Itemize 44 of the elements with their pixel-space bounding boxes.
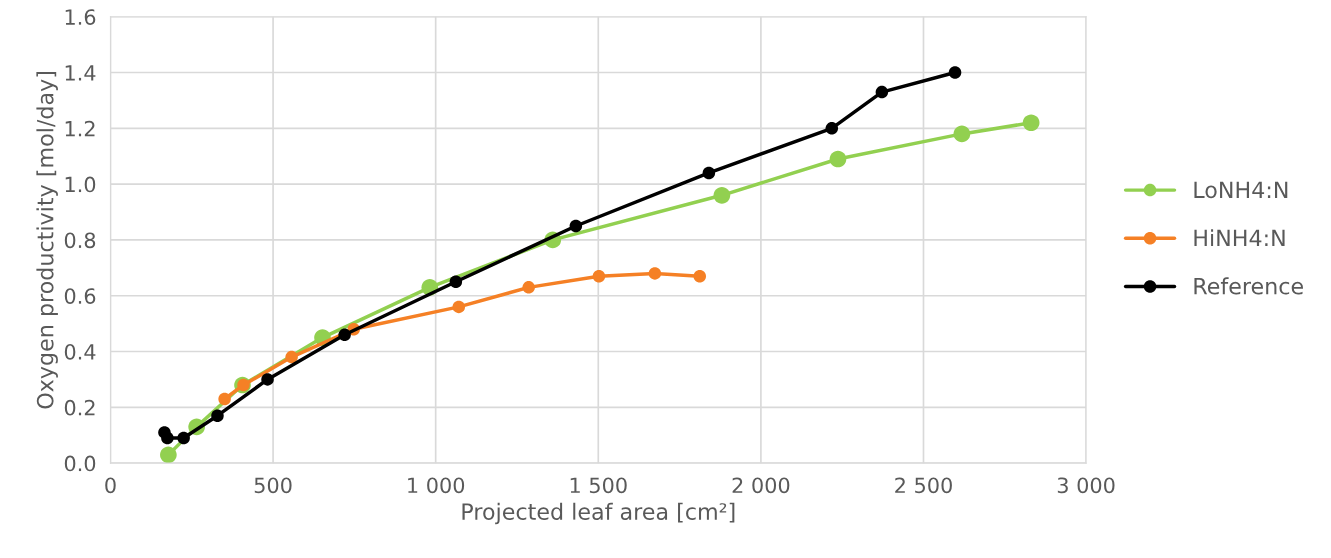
y-tick-label: 1.0 xyxy=(65,176,96,193)
point xyxy=(1022,114,1040,132)
y-tick-label: 1.2 xyxy=(65,120,95,137)
point xyxy=(261,373,274,386)
point xyxy=(449,275,463,289)
y-axis-title: Oxygen productivity [mol/day] xyxy=(36,71,58,409)
point xyxy=(648,267,662,280)
y-tick-label: 0.0 xyxy=(64,455,96,472)
x-tick-label: 2 500 xyxy=(895,477,952,494)
x-tick-label: 2 000 xyxy=(732,477,790,494)
point xyxy=(522,281,535,294)
point xyxy=(829,150,847,168)
y-tick-label: 0.8 xyxy=(64,232,96,249)
point xyxy=(702,166,716,180)
point xyxy=(161,431,174,445)
x-tick-label: 3 000 xyxy=(1057,477,1115,494)
point xyxy=(953,125,971,143)
x-tick-label: 1 000 xyxy=(408,477,465,494)
y-tick-label: 0.4 xyxy=(64,343,96,360)
point xyxy=(211,409,224,422)
point xyxy=(825,122,839,135)
y-tick-label: 0.6 xyxy=(64,288,96,304)
legend-label: HiNH4:N xyxy=(1194,229,1285,247)
legend-label: Reference xyxy=(1194,277,1303,295)
y-tick-label: 0.2 xyxy=(64,399,95,416)
point xyxy=(693,269,706,283)
legend-label: LoNH4:N xyxy=(1194,181,1288,199)
point xyxy=(218,392,231,406)
x-tick-label: 0 xyxy=(105,477,116,494)
point xyxy=(452,300,466,314)
x-tick-label: 500 xyxy=(254,477,292,494)
point xyxy=(285,350,298,364)
point xyxy=(875,85,889,99)
point xyxy=(177,431,190,445)
point xyxy=(569,219,583,233)
point xyxy=(592,269,606,283)
point xyxy=(338,328,351,342)
point xyxy=(713,186,731,204)
x-tick-label: 1 500 xyxy=(570,477,627,494)
y-tick-label: 1.4 xyxy=(65,65,96,81)
y-tick-label: 1.6 xyxy=(65,9,96,25)
point xyxy=(160,446,177,464)
point xyxy=(948,66,962,79)
x-axis-title: Projected leaf area [cm²] xyxy=(462,502,735,525)
